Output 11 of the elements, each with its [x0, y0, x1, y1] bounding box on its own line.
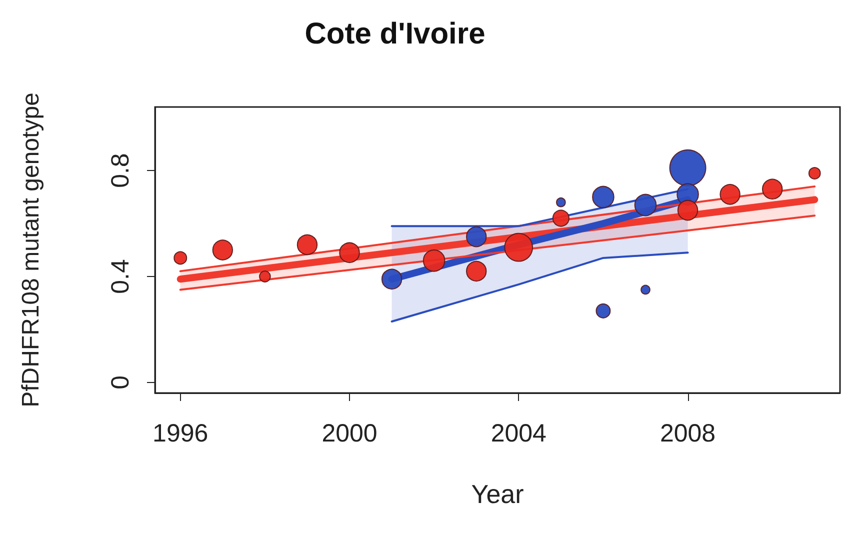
- x-tick-label: 2004: [490, 420, 547, 448]
- x-axis-title: Year: [471, 479, 524, 509]
- y-tick-label: 0.4: [106, 259, 134, 294]
- y-tick-label: 0: [106, 375, 134, 390]
- line-series: [390, 252, 689, 322]
- y-tick-label: 0.8: [106, 153, 134, 188]
- x-tick-label: 1996: [152, 420, 208, 448]
- chart-title: Cote d'Ivoire: [304, 18, 486, 50]
- x-tick-label: 2008: [660, 420, 716, 448]
- y-axis-title: PfDHFR108 mutant genotype: [18, 92, 44, 408]
- x-tick-label: 2000: [322, 420, 378, 448]
